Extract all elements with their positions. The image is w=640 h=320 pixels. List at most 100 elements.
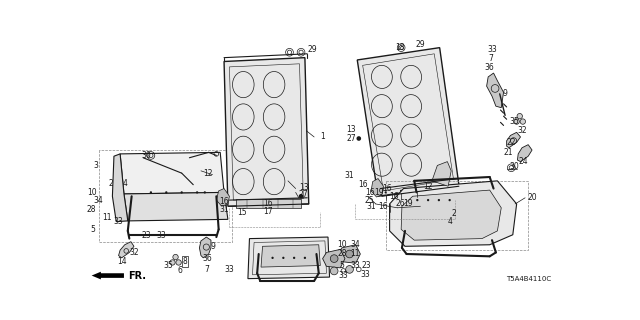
- FancyArrow shape: [92, 272, 124, 279]
- Polygon shape: [120, 152, 224, 194]
- Text: 17: 17: [263, 207, 273, 216]
- Polygon shape: [261, 245, 320, 267]
- Text: 5: 5: [339, 261, 344, 270]
- Circle shape: [346, 266, 353, 273]
- Circle shape: [520, 119, 525, 124]
- Polygon shape: [248, 237, 330, 279]
- Circle shape: [304, 257, 306, 259]
- Polygon shape: [124, 192, 228, 221]
- Polygon shape: [357, 48, 459, 196]
- Text: 18: 18: [395, 43, 404, 52]
- Text: 16: 16: [381, 184, 391, 193]
- Text: 33: 33: [114, 217, 124, 226]
- Text: 9: 9: [210, 242, 215, 251]
- Circle shape: [204, 191, 206, 194]
- Text: 33: 33: [360, 270, 370, 279]
- Text: 35: 35: [509, 117, 519, 126]
- Text: 23: 23: [141, 231, 151, 240]
- Text: 33: 33: [225, 265, 234, 274]
- Bar: [182, 256, 188, 267]
- Text: 33: 33: [487, 45, 497, 54]
- Text: 36: 36: [202, 254, 212, 263]
- Text: 10: 10: [88, 188, 97, 197]
- Text: 29: 29: [415, 40, 425, 49]
- Text: 36: 36: [485, 63, 495, 72]
- Polygon shape: [401, 190, 501, 240]
- Text: 12: 12: [203, 169, 212, 178]
- Circle shape: [346, 250, 353, 258]
- Text: 10: 10: [337, 240, 347, 249]
- Circle shape: [514, 119, 519, 124]
- Text: 30: 30: [509, 162, 519, 171]
- Text: 30: 30: [141, 151, 151, 160]
- Circle shape: [330, 255, 338, 262]
- Circle shape: [449, 199, 451, 201]
- Text: 35: 35: [163, 261, 173, 270]
- Text: 19: 19: [374, 188, 383, 197]
- Text: FR.: FR.: [128, 271, 146, 281]
- Text: 27: 27: [346, 134, 356, 143]
- Polygon shape: [113, 154, 128, 222]
- Text: 27: 27: [299, 190, 308, 199]
- Polygon shape: [507, 132, 520, 148]
- Text: 34: 34: [93, 196, 104, 204]
- Text: 13: 13: [346, 125, 356, 134]
- Text: 7: 7: [489, 54, 493, 63]
- Circle shape: [293, 257, 295, 259]
- Text: 15: 15: [237, 208, 246, 217]
- Circle shape: [180, 191, 183, 194]
- Text: 16: 16: [379, 202, 388, 211]
- Text: 7: 7: [205, 265, 209, 274]
- Circle shape: [282, 257, 285, 259]
- Text: 22: 22: [506, 138, 516, 147]
- Text: 11: 11: [102, 212, 112, 221]
- Circle shape: [415, 188, 418, 190]
- Text: 31: 31: [345, 171, 355, 180]
- Text: 33: 33: [350, 261, 360, 270]
- Circle shape: [438, 199, 440, 201]
- Text: 11: 11: [350, 250, 360, 259]
- Text: 31: 31: [366, 202, 376, 211]
- Text: 12: 12: [423, 182, 433, 191]
- Circle shape: [150, 191, 152, 194]
- Circle shape: [330, 267, 338, 275]
- Text: 32: 32: [129, 248, 139, 257]
- Text: 4: 4: [447, 217, 452, 226]
- Text: 33: 33: [157, 231, 166, 240]
- Circle shape: [427, 199, 429, 201]
- Polygon shape: [390, 181, 516, 246]
- Polygon shape: [224, 58, 308, 206]
- Text: 23: 23: [362, 261, 371, 270]
- Polygon shape: [517, 145, 532, 162]
- Circle shape: [416, 199, 419, 201]
- Text: 16: 16: [365, 188, 374, 197]
- Polygon shape: [323, 249, 345, 268]
- Text: 9: 9: [502, 89, 508, 98]
- Circle shape: [385, 191, 387, 194]
- Text: 16: 16: [220, 197, 229, 206]
- Polygon shape: [118, 242, 134, 258]
- Polygon shape: [216, 188, 230, 206]
- Text: 3: 3: [93, 161, 98, 170]
- Text: 13: 13: [299, 182, 308, 191]
- Circle shape: [271, 257, 274, 259]
- Polygon shape: [338, 245, 360, 263]
- Text: 25: 25: [365, 196, 374, 204]
- Text: 19: 19: [403, 199, 413, 208]
- Circle shape: [299, 194, 303, 198]
- Text: 14: 14: [117, 257, 127, 266]
- Text: 32: 32: [517, 126, 527, 135]
- Circle shape: [517, 114, 522, 119]
- Text: 8: 8: [182, 257, 187, 266]
- Text: 31: 31: [220, 205, 229, 214]
- Circle shape: [170, 260, 175, 265]
- Polygon shape: [486, 73, 504, 108]
- Text: 20: 20: [527, 193, 537, 202]
- Text: 2: 2: [109, 179, 113, 188]
- Text: 6: 6: [178, 267, 182, 276]
- Text: 21: 21: [504, 148, 513, 157]
- Text: 16: 16: [389, 192, 399, 201]
- Bar: [236, 198, 301, 208]
- Text: T5A4B4110C: T5A4B4110C: [506, 276, 551, 282]
- Circle shape: [196, 191, 198, 194]
